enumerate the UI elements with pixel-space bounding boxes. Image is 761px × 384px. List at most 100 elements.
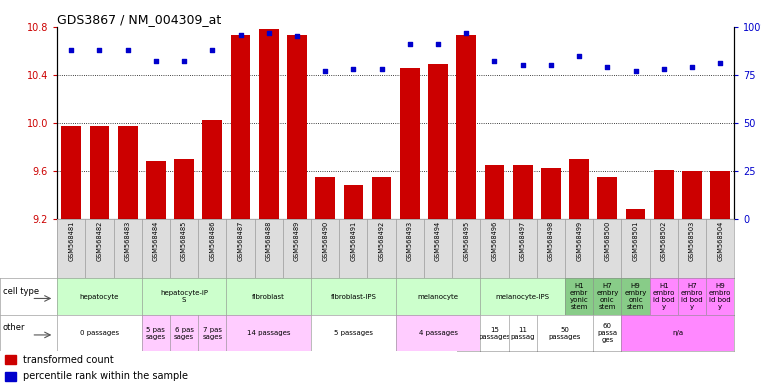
Text: GSM568482: GSM568482 — [97, 221, 103, 261]
Text: GSM568491: GSM568491 — [350, 221, 356, 261]
Point — [234, 31, 247, 38]
Point — [150, 58, 162, 65]
Bar — [400, 68, 420, 219]
Text: H7
embry
onic
stem: H7 embry onic stem — [596, 283, 619, 310]
Point — [489, 58, 501, 65]
Bar — [343, 185, 363, 219]
Bar — [287, 35, 307, 219]
Text: GSM568495: GSM568495 — [463, 221, 470, 261]
Point — [517, 62, 529, 68]
Bar — [146, 161, 166, 219]
Text: cell type: cell type — [3, 287, 39, 296]
Bar — [710, 171, 730, 219]
Text: melanocyte: melanocyte — [418, 294, 459, 300]
Text: H9
embry
onic
stem: H9 embry onic stem — [625, 283, 647, 310]
Text: H7
embro
id bod
y: H7 embro id bod y — [681, 283, 703, 310]
Bar — [485, 165, 505, 219]
Text: 7 pas
sages: 7 pas sages — [202, 327, 222, 339]
Text: fibroblast: fibroblast — [253, 294, 285, 300]
Text: fibroblast-IPS: fibroblast-IPS — [330, 294, 377, 300]
Bar — [315, 177, 335, 219]
Text: GSM568497: GSM568497 — [520, 221, 526, 261]
Point — [658, 66, 670, 72]
Text: GSM568492: GSM568492 — [379, 221, 384, 261]
Bar — [202, 121, 222, 219]
Point — [404, 41, 416, 47]
Text: GSM568494: GSM568494 — [435, 221, 441, 261]
Point — [601, 64, 613, 70]
Text: 60
passa
ges: 60 passa ges — [597, 323, 617, 343]
Bar — [5, 372, 16, 381]
Text: GSM568501: GSM568501 — [632, 221, 638, 261]
Text: hepatocyte-iP
S: hepatocyte-iP S — [160, 290, 208, 303]
Text: 11
passag: 11 passag — [511, 327, 535, 339]
Text: GSM568485: GSM568485 — [181, 221, 187, 261]
Point — [686, 64, 698, 70]
Text: 0 passages: 0 passages — [80, 330, 119, 336]
Point — [291, 33, 303, 40]
Bar — [682, 171, 702, 219]
Text: GSM568504: GSM568504 — [718, 221, 723, 261]
Text: GSM568486: GSM568486 — [209, 221, 215, 261]
Text: GSM568498: GSM568498 — [548, 221, 554, 261]
Text: GSM568489: GSM568489 — [294, 221, 300, 261]
Point — [178, 58, 190, 65]
Bar — [654, 170, 673, 219]
Text: GSM568493: GSM568493 — [407, 221, 412, 261]
Point — [432, 41, 444, 47]
Point — [629, 68, 642, 74]
Bar — [541, 169, 561, 219]
Bar — [457, 35, 476, 219]
Bar — [90, 126, 110, 219]
Text: hepatocyte: hepatocyte — [80, 294, 119, 300]
Point — [545, 62, 557, 68]
Text: 14 passages: 14 passages — [247, 330, 291, 336]
Bar — [428, 64, 448, 219]
Bar — [569, 159, 589, 219]
Text: GSM568503: GSM568503 — [689, 221, 695, 261]
Text: transformed count: transformed count — [23, 355, 113, 365]
Point — [263, 30, 275, 36]
Text: GSM568499: GSM568499 — [576, 221, 582, 261]
Point — [319, 68, 331, 74]
Text: 50
passages: 50 passages — [549, 327, 581, 339]
Text: H9
embro
id bod
y: H9 embro id bod y — [709, 283, 731, 310]
Bar — [5, 355, 16, 364]
Bar — [513, 165, 533, 219]
Text: GSM568500: GSM568500 — [604, 221, 610, 261]
Bar — [597, 177, 617, 219]
Text: 4 passages: 4 passages — [419, 330, 457, 336]
Bar — [174, 159, 194, 219]
Point — [375, 66, 387, 72]
Bar — [626, 209, 645, 219]
Bar — [259, 29, 279, 219]
Text: GSM568502: GSM568502 — [661, 221, 667, 261]
Text: GSM568490: GSM568490 — [322, 221, 328, 261]
Point — [347, 66, 359, 72]
Text: 5 passages: 5 passages — [334, 330, 373, 336]
Point — [122, 47, 134, 53]
Text: percentile rank within the sample: percentile rank within the sample — [23, 371, 188, 381]
Text: 5 pas
sages: 5 pas sages — [146, 327, 166, 339]
Text: 6 pas
sages: 6 pas sages — [174, 327, 194, 339]
Text: GSM568487: GSM568487 — [237, 221, 244, 261]
Text: GSM568488: GSM568488 — [266, 221, 272, 261]
Bar — [371, 177, 391, 219]
Text: melanocyte-IPS: melanocyte-IPS — [495, 294, 549, 300]
Text: H1
embro
id bod
y: H1 embro id bod y — [653, 283, 675, 310]
Point — [714, 60, 726, 66]
Text: n/a: n/a — [673, 330, 683, 336]
Point — [460, 30, 473, 36]
Point — [94, 47, 106, 53]
Text: 15
passages: 15 passages — [479, 327, 511, 339]
Point — [206, 47, 218, 53]
Text: other: other — [3, 323, 25, 332]
Point — [573, 53, 585, 59]
Point — [65, 47, 78, 53]
Bar — [62, 126, 81, 219]
Text: H1
embr
yonic
stem: H1 embr yonic stem — [570, 283, 588, 310]
Text: GSM568481: GSM568481 — [68, 221, 74, 261]
Text: GSM568483: GSM568483 — [125, 221, 131, 261]
Bar — [231, 35, 250, 219]
Text: GSM568496: GSM568496 — [492, 221, 498, 261]
